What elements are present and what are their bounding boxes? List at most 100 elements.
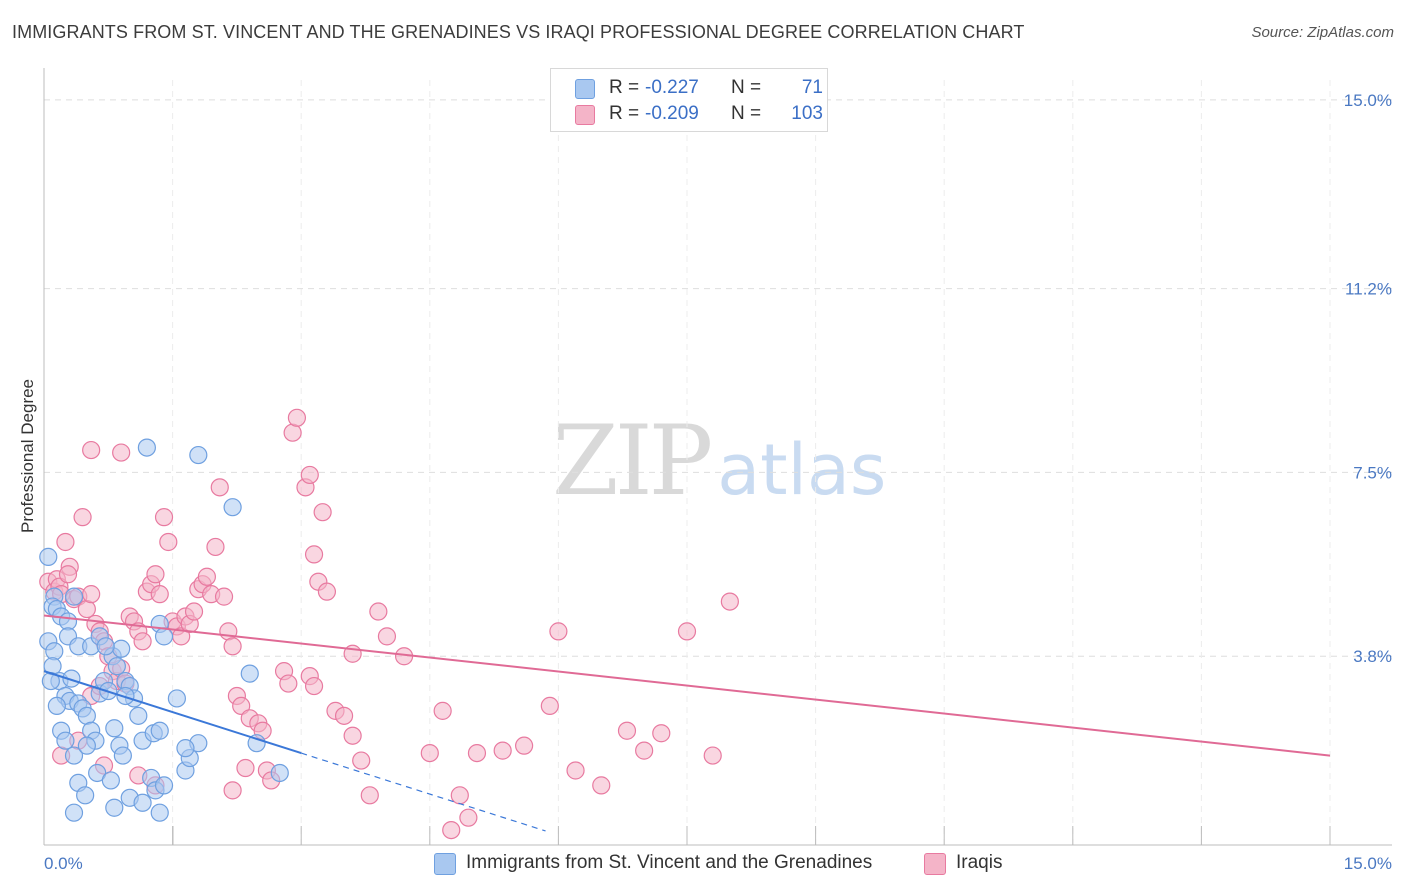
trendline-svg <box>43 670 302 755</box>
point-iraqis <box>566 761 585 780</box>
point-svg <box>176 739 195 758</box>
point-iraqis <box>279 674 298 693</box>
legend-r-label: R = <box>609 77 640 98</box>
point-iraqis <box>304 676 324 696</box>
point-iraqis <box>450 786 469 805</box>
trendline-svg-extension <box>301 752 546 832</box>
point-iraqis <box>300 465 319 485</box>
point-svg <box>129 706 148 725</box>
point-iraqis <box>369 602 388 621</box>
point-iraqis <box>146 565 165 584</box>
y-tick-label: 15.0% <box>1344 91 1392 110</box>
point-iraqis <box>214 587 234 606</box>
legend-r-label: R = <box>609 103 640 124</box>
point-iraqis <box>617 721 637 740</box>
point-iraqis <box>210 478 229 497</box>
point-iraqis <box>635 741 654 760</box>
point-svg <box>247 734 266 753</box>
chart-title: IMMIGRANTS FROM ST. VINCENT AND THE GREN… <box>12 22 1025 42</box>
source-credit: Source: ZipAtlas.com <box>1251 24 1394 41</box>
point-layer <box>39 408 739 840</box>
legend-n-label: N = <box>731 77 762 98</box>
point-iraqis <box>334 706 354 725</box>
point-svg <box>77 736 96 755</box>
point-iraqis <box>112 443 131 462</box>
point-svg <box>101 771 120 790</box>
point-svg <box>154 776 174 795</box>
point-svg <box>133 793 152 812</box>
point-svg <box>116 686 135 706</box>
correlation-legend: R = -0.227 N = 71 R = -0.209 N = 103 <box>550 68 828 132</box>
point-svg <box>47 696 66 716</box>
point-svg <box>39 547 58 566</box>
point-svg <box>105 719 124 738</box>
point-iraqis <box>283 423 302 442</box>
y-tick-label: 3.8% <box>1353 647 1392 666</box>
point-iraqis <box>150 585 169 604</box>
point-iraqis <box>540 696 559 716</box>
point-iraqis <box>343 726 362 745</box>
y-tick-label: 7.5% <box>1353 463 1392 482</box>
point-iraqis <box>703 746 722 765</box>
tick-label-layer: 3.8% 7.5% 11.2% 15.0% 0.0% 15.0% <box>44 91 1392 873</box>
y-tick-label: 11.2% <box>1345 280 1392 299</box>
point-iraqis <box>720 592 739 611</box>
point-iraqis <box>82 585 101 604</box>
point-iraqis <box>159 532 178 552</box>
point-iraqis <box>82 440 101 460</box>
point-iraqis <box>56 532 75 552</box>
series-swatch-iraqis <box>924 853 946 875</box>
point-svg <box>45 642 64 661</box>
trendline-iraqis <box>43 614 1331 757</box>
point-svg <box>270 763 289 783</box>
point-iraqis <box>677 622 697 641</box>
point-iraqis <box>360 786 379 805</box>
point-iraqis <box>133 632 152 651</box>
point-svg <box>64 746 84 765</box>
point-svg <box>150 721 169 740</box>
point-svg <box>112 639 131 658</box>
series-legend-iraqis[interactable]: Iraqis <box>924 852 1024 876</box>
point-svg <box>107 657 126 676</box>
legend-n-value: 71 <box>801 77 823 98</box>
point-iraqis <box>232 696 251 716</box>
point-iraqis <box>515 736 534 755</box>
legend-r-value: -0.227 <box>645 77 699 98</box>
point-svg <box>56 731 75 750</box>
point-iraqis <box>549 622 568 641</box>
point-svg <box>64 803 84 822</box>
point-iraqis <box>313 503 332 522</box>
point-iraqis <box>377 627 397 646</box>
series-label-svg: Immigrants from St. Vincent and the Gren… <box>466 852 873 873</box>
series-swatch-svg <box>434 853 456 875</box>
point-svg <box>64 587 84 606</box>
point-iraqis <box>304 545 324 564</box>
x-tick-label: 0.0% <box>44 854 83 873</box>
point-svg <box>76 786 95 805</box>
point-svg <box>150 803 169 822</box>
point-iraqis <box>493 741 512 760</box>
point-svg <box>96 637 115 656</box>
point-iraqis <box>206 537 225 557</box>
point-svg <box>154 627 174 646</box>
point-svg <box>137 438 156 457</box>
series-legend-svg[interactable]: Immigrants from St. Vincent and the Gren… <box>434 852 904 876</box>
grid-layer <box>44 80 1392 845</box>
point-svg <box>240 664 259 683</box>
axis-layer <box>43 68 1392 846</box>
point-svg <box>77 706 96 725</box>
point-iraqis <box>223 637 242 656</box>
point-iraqis <box>442 820 461 840</box>
point-svg <box>223 498 242 517</box>
point-svg <box>189 445 208 465</box>
point-iraqis <box>467 744 487 763</box>
point-iraqis <box>592 776 611 795</box>
point-iraqis <box>77 599 96 619</box>
point-iraqis <box>420 744 439 763</box>
legend-swatch-iraqis <box>575 105 595 125</box>
trend-layer <box>43 614 1331 832</box>
point-iraqis <box>352 751 371 770</box>
legend-n-label: N = <box>731 103 762 124</box>
point-iraqis <box>287 408 307 427</box>
